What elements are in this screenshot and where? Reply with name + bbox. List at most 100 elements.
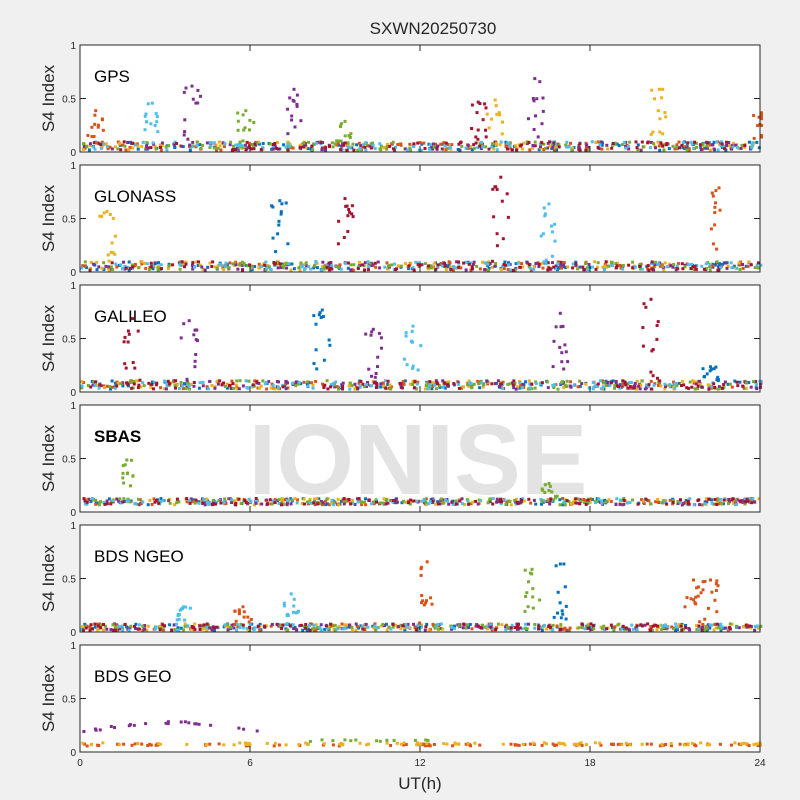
- data-point: [546, 268, 550, 272]
- data-point: [464, 260, 468, 264]
- data-point: [357, 381, 361, 385]
- data-point: [281, 623, 285, 627]
- data-point: [485, 379, 489, 383]
- data-point: [250, 264, 254, 268]
- data-point: [678, 146, 681, 150]
- data-point: [640, 498, 644, 502]
- data-point: [351, 501, 355, 505]
- data-point: [467, 379, 471, 383]
- data-point: [671, 144, 675, 148]
- y-tick-label: 0: [70, 148, 76, 159]
- data-point: [187, 721, 191, 725]
- data-point: [401, 624, 405, 628]
- data-point: [543, 214, 547, 218]
- data-point: [302, 141, 306, 145]
- y-axis-label: S4 Index: [39, 304, 58, 372]
- data-point: [183, 624, 187, 628]
- data-point: [510, 623, 514, 627]
- data-point: [496, 379, 500, 383]
- data-point: [198, 624, 202, 628]
- data-point: [159, 497, 163, 501]
- data-point: [753, 628, 757, 632]
- data-point: [201, 143, 204, 147]
- data-point: [244, 501, 248, 504]
- data-point: [81, 741, 85, 745]
- data-point: [418, 621, 421, 625]
- data-point: [154, 625, 158, 629]
- data-point: [382, 501, 386, 505]
- data-point: [322, 267, 326, 271]
- data-point: [238, 263, 242, 267]
- data-point: [630, 381, 633, 385]
- data-point: [708, 743, 711, 747]
- data-point: [265, 498, 268, 502]
- data-point: [213, 385, 217, 389]
- data-point: [631, 260, 635, 264]
- data-point: [151, 380, 154, 384]
- data-point: [330, 498, 334, 502]
- data-point: [141, 624, 145, 628]
- data-point: [168, 623, 172, 627]
- data-point: [392, 739, 396, 742]
- data-point: [403, 626, 407, 630]
- data-point: [172, 142, 176, 146]
- data-point: [669, 742, 673, 745]
- data-point: [140, 144, 144, 148]
- data-point: [277, 223, 281, 227]
- data-point: [237, 608, 241, 612]
- data-point: [196, 264, 200, 267]
- data-point: [400, 501, 404, 505]
- data-point: [569, 502, 573, 506]
- data-point: [484, 128, 487, 132]
- data-point: [480, 381, 484, 385]
- data-point: [578, 142, 582, 146]
- data-point: [408, 146, 412, 150]
- data-point: [137, 383, 141, 387]
- data-point: [551, 628, 555, 632]
- data-point: [447, 380, 450, 384]
- data-point: [105, 209, 109, 213]
- data-point: [726, 264, 730, 268]
- data-point: [598, 379, 602, 383]
- data-point: [109, 725, 113, 728]
- data-point: [247, 144, 251, 148]
- data-point: [367, 499, 371, 502]
- data-point: [637, 384, 641, 388]
- data-point: [282, 264, 286, 268]
- data-point: [478, 386, 482, 390]
- data-point: [250, 622, 254, 626]
- data-point: [521, 742, 525, 746]
- data-point: [122, 497, 126, 501]
- data-point: [499, 175, 503, 179]
- data-point: [182, 605, 185, 609]
- data-point: [105, 502, 109, 506]
- data-point: [343, 119, 347, 123]
- data-point: [159, 148, 163, 152]
- data-point: [712, 628, 716, 632]
- data-point: [750, 501, 754, 505]
- data-point: [747, 260, 751, 264]
- data-point: [494, 628, 498, 631]
- data-point: [446, 146, 450, 150]
- data-point: [339, 742, 343, 745]
- data-point: [346, 143, 350, 147]
- data-point: [215, 625, 219, 629]
- data-point: [94, 109, 98, 113]
- data-point: [145, 141, 149, 145]
- data-point: [720, 262, 724, 266]
- data-point: [692, 578, 695, 582]
- data-point: [357, 626, 360, 630]
- data-point: [564, 266, 568, 270]
- data-point: [514, 387, 518, 391]
- data-point: [647, 383, 651, 387]
- data-point: [713, 622, 717, 626]
- data-point: [107, 268, 111, 271]
- data-point: [385, 145, 389, 149]
- data-point: [159, 500, 163, 504]
- data-point: [688, 497, 692, 501]
- data-point: [615, 142, 619, 146]
- data-point: [302, 625, 306, 629]
- data-point: [284, 382, 288, 386]
- data-point: [481, 118, 485, 122]
- data-point: [427, 502, 431, 506]
